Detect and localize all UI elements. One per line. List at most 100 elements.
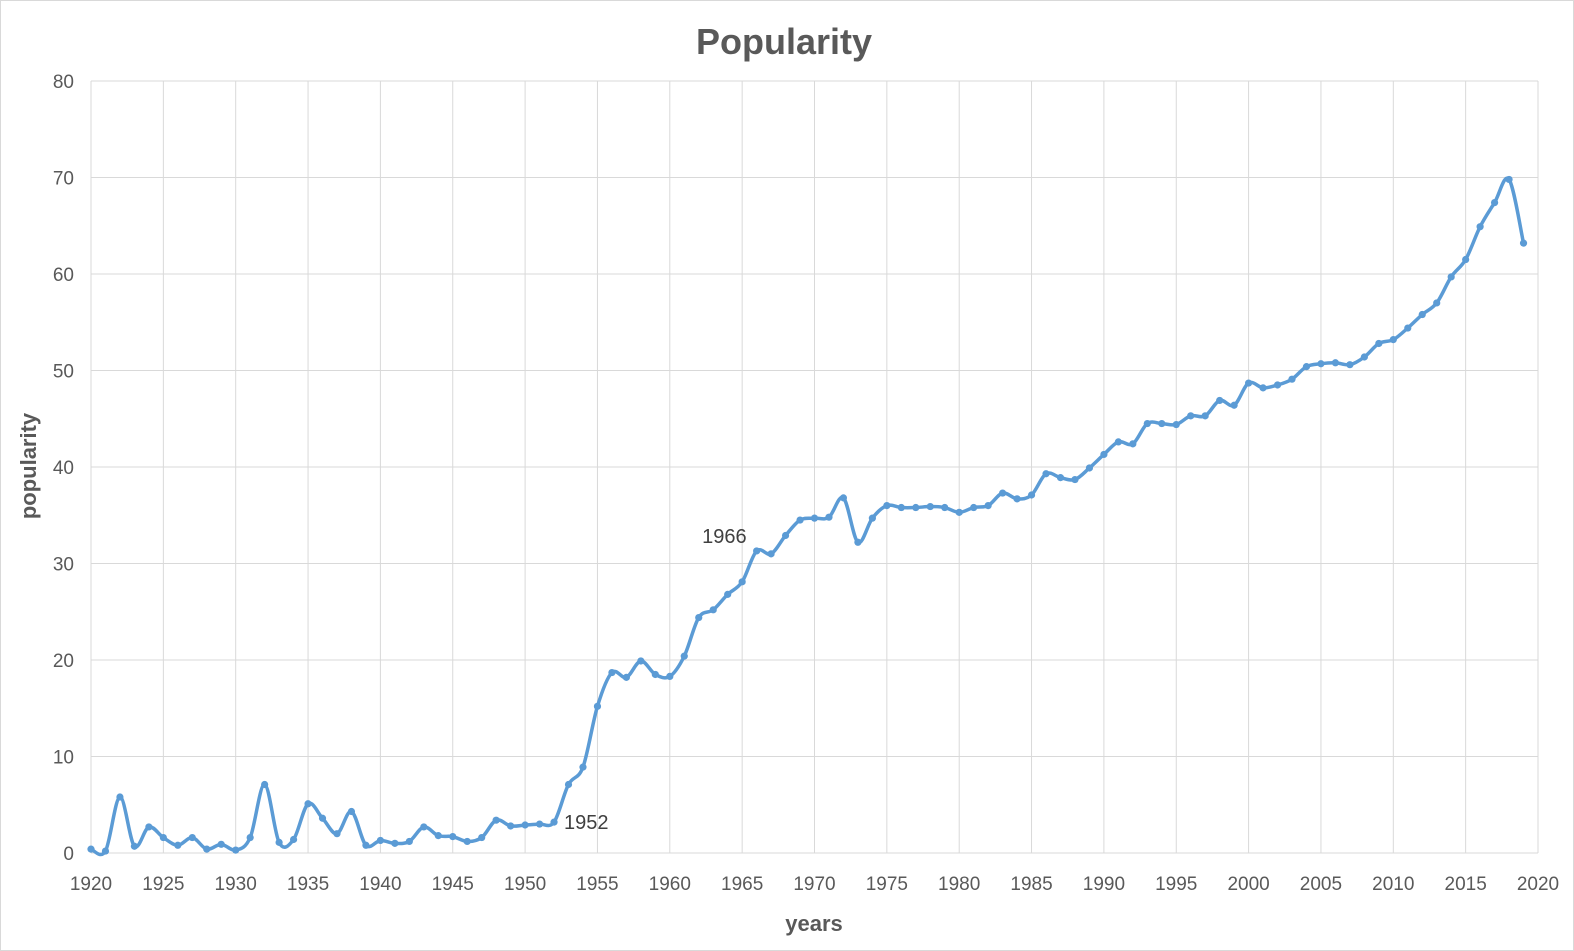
x-tick-labels: 1920 1925 1930 1935 1940 1945 1950 1955 1960 1965… [70,874,1559,895]
data-point [362,841,370,849]
x-tick-label: 1960 [649,874,691,895]
data-point [724,590,732,598]
x-tick-label: 1985 [1010,874,1052,895]
data-point [174,841,182,849]
data-point [405,837,413,846]
series-line [89,176,1526,857]
x-tick-label: 1925 [142,874,184,895]
data-point [217,840,225,848]
data-point [188,833,196,842]
data-point [825,513,833,521]
data-point [970,503,978,512]
y-tick-label: 30 [53,555,74,576]
data-point [666,672,674,681]
data-point [1027,491,1036,499]
data-point [521,821,529,829]
x-tick-label: 2010 [1372,874,1414,895]
data-point [883,502,891,510]
data-point [868,514,876,522]
data-point [709,606,717,614]
data-point [926,502,934,511]
data-point [1114,438,1122,446]
annotation-label: 1952 [564,812,609,834]
data-point [87,845,95,853]
data-point [1418,310,1426,319]
data-point [593,702,602,710]
data-point [955,508,963,516]
data-point [492,816,500,824]
x-tick-label: 1945 [432,874,474,895]
data-point [1129,440,1137,448]
data-point [608,668,616,677]
x-tick-label: 1940 [359,874,401,895]
data-point [1013,495,1021,503]
data-point [1245,379,1253,387]
data-point [145,823,153,831]
data-point [1071,475,1079,484]
data-point [839,494,848,502]
data-point [434,832,442,840]
series-path [89,176,1526,857]
data-point [1476,223,1484,231]
x-tick-label: 1970 [793,874,835,895]
data-point [275,838,283,846]
y-tick-labels: 0 10 20 30 40 50 60 70 80 [53,72,74,865]
y-tick-label: 50 [53,362,74,383]
y-tick-label: 80 [53,72,74,93]
data-point [261,780,269,789]
data-point [376,836,384,845]
data-point [507,822,515,830]
data-point [796,516,804,524]
data-point [449,832,457,841]
x-axis-title: years [785,911,843,936]
data-point [347,807,356,816]
data-point [101,847,110,855]
data-point [116,793,124,801]
data-point [1519,239,1528,247]
x-tick-label: 1955 [576,874,618,895]
data-point [1100,450,1108,459]
x-tick-label: 1920 [70,874,112,895]
data-point [1273,381,1282,389]
data-point [550,818,558,826]
data-point [810,514,819,522]
data-point [203,845,211,853]
data-point [897,503,905,512]
data-point [637,657,645,665]
data-point [1056,474,1065,482]
x-tick-label: 2000 [1227,874,1269,895]
y-tick-label: 10 [53,748,74,769]
data-point [1360,353,1368,361]
data-point [333,830,341,838]
data-point [1462,255,1470,264]
data-point [159,833,167,842]
x-tick-label: 2005 [1300,874,1342,895]
data-point [246,833,254,842]
data-point [912,503,920,512]
data-point [622,673,630,681]
data-point [1433,299,1441,307]
data-point [1172,420,1180,429]
y-tick-label: 0 [63,844,74,865]
data-point [1375,339,1383,348]
data-point [579,763,587,771]
x-tick-label: 1980 [938,874,980,895]
data-point [318,814,327,822]
data-point [941,503,949,512]
data-point [1505,175,1513,184]
data-point [1143,419,1151,428]
y-tick-label: 40 [53,458,74,479]
data-point [1490,198,1499,207]
data-point [767,550,775,558]
data-point [1404,324,1412,332]
data-point [1042,470,1050,478]
data-point [1447,273,1455,281]
data-point [1259,384,1267,392]
data-point [999,489,1007,497]
data-point [854,538,862,546]
data-point [130,842,139,850]
data-point [564,780,573,789]
data-point [984,502,992,510]
